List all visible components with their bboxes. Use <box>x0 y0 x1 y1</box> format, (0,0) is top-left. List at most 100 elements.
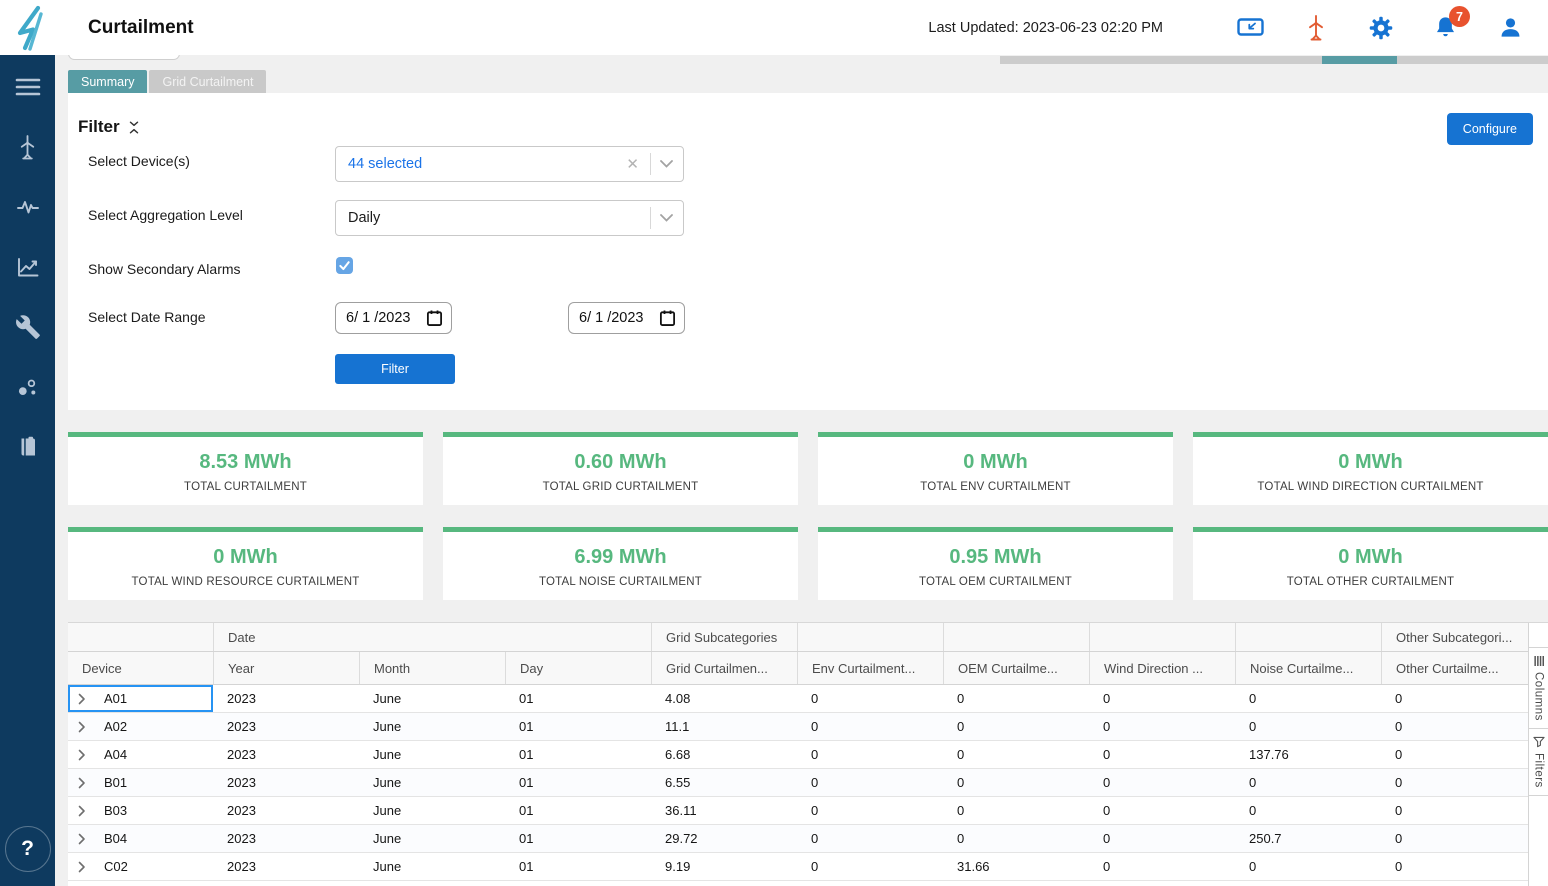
side-panel-tab-columns[interactable]: Columns <box>1529 647 1548 729</box>
table-cell[interactable]: 0 <box>811 775 819 790</box>
user-account-icon[interactable] <box>1497 14 1524 41</box>
table-cell[interactable]: 01 <box>519 691 534 706</box>
table-cell[interactable]: 0 <box>1249 803 1257 818</box>
table-cell[interactable]: 0 <box>957 775 965 790</box>
sidebar-item-turbines-icon[interactable] <box>14 133 42 161</box>
row-expand-chevron-icon[interactable] <box>78 861 86 873</box>
table-cell[interactable]: 0 <box>957 719 965 734</box>
table-cell[interactable]: 31.66 <box>957 859 990 874</box>
configure-button[interactable]: Configure <box>1446 113 1533 145</box>
collapse-unfold-icon[interactable] <box>127 120 141 135</box>
sidebar-item-scatter-dots-icon[interactable] <box>14 373 42 401</box>
table-cell[interactable]: 36.11 <box>665 803 697 818</box>
table-cell[interactable]: 2023 <box>227 775 256 790</box>
device-cell[interactable]: B03 <box>68 797 213 824</box>
table-cell[interactable]: 2023 <box>227 859 256 874</box>
sidebar-item-activity-pulse-icon[interactable] <box>14 193 42 221</box>
column-header-month[interactable]: Month <box>359 652 505 684</box>
table-cell[interactable]: 01 <box>519 775 534 790</box>
date-end-input[interactable]: 6/ 1 /2023 <box>568 302 685 334</box>
table-cell[interactable]: 2023 <box>227 831 256 846</box>
chevron-down-icon[interactable] <box>660 214 673 222</box>
table-cell[interactable]: 0 <box>957 803 965 818</box>
wind-turbine-icon[interactable] <box>1302 14 1329 41</box>
table-cell[interactable]: 0 <box>811 719 819 734</box>
sidebar-item-logbook-icon[interactable] <box>14 433 42 461</box>
table-cell[interactable]: 0 <box>1395 859 1403 874</box>
table-cell[interactable]: 01 <box>519 747 534 762</box>
table-cell[interactable]: June <box>373 803 402 818</box>
aggregation-select[interactable]: Daily <box>335 200 684 236</box>
row-expand-chevron-icon[interactable] <box>78 805 86 817</box>
column-header-oem-curtailme[interactable]: OEM Curtailme... <box>943 652 1089 684</box>
chevron-down-icon[interactable] <box>660 160 673 168</box>
table-cell[interactable]: 0 <box>1103 691 1111 706</box>
table-cell[interactable]: 0 <box>811 803 819 818</box>
device-cell[interactable]: A01 <box>68 685 213 712</box>
table-cell[interactable]: 01 <box>519 831 534 846</box>
column-header-device[interactable]: Device <box>82 660 122 676</box>
tab-grid-curtailment[interactable]: Grid Curtailment <box>149 70 267 93</box>
table-cell[interactable]: 0 <box>1395 691 1403 706</box>
table-cell[interactable]: 0 <box>1103 831 1111 846</box>
table-cell[interactable]: 0 <box>811 859 819 874</box>
table-row-a04[interactable]: A04 2023 June 01 6.68 0 0 0 137.76 0 <box>68 741 1528 769</box>
settings-gear-icon[interactable] <box>1367 14 1394 41</box>
table-cell[interactable]: June <box>373 691 402 706</box>
table-cell[interactable]: 6.68 <box>665 747 691 762</box>
device-cell[interactable]: A02 <box>68 713 213 740</box>
calendar-icon[interactable] <box>426 309 443 327</box>
table-cell[interactable]: 01 <box>519 803 534 818</box>
horizontal-scrollbar-thumb[interactable] <box>1322 56 1397 64</box>
table-cell[interactable]: 0 <box>1249 859 1257 874</box>
table-cell[interactable]: 0 <box>1395 747 1403 762</box>
table-cell[interactable]: June <box>373 775 402 790</box>
table-cell[interactable]: 0 <box>811 831 819 846</box>
table-cell[interactable]: 0 <box>1103 775 1111 790</box>
table-cell[interactable]: 0 <box>1395 831 1403 846</box>
table-cell[interactable]: 0 <box>1103 859 1111 874</box>
column-header-day[interactable]: Day <box>505 652 651 684</box>
table-cell[interactable]: 0 <box>1249 691 1257 706</box>
clear-selection-icon[interactable]: ✕ <box>626 156 639 173</box>
horizontal-scrollbar-track[interactable] <box>1000 56 1548 64</box>
device-cell[interactable]: B04 <box>68 825 213 852</box>
table-cell[interactable]: 2023 <box>227 803 256 818</box>
row-expand-chevron-icon[interactable] <box>78 833 86 845</box>
table-cell[interactable]: June <box>373 859 402 874</box>
menu-hamburger-icon[interactable] <box>14 73 42 101</box>
table-cell[interactable]: 0 <box>1249 775 1257 790</box>
table-cell[interactable]: 0 <box>811 747 819 762</box>
column-header-noise-curtailme[interactable]: Noise Curtailme... <box>1235 652 1381 684</box>
row-expand-chevron-icon[interactable] <box>78 693 86 705</box>
table-cell[interactable]: 0 <box>1103 747 1111 762</box>
table-cell[interactable]: 29.72 <box>665 831 698 846</box>
sidebar-item-tools-wrench-icon[interactable] <box>14 313 42 341</box>
table-cell[interactable]: 4.08 <box>665 691 691 706</box>
table-row-b03[interactable]: B03 2023 June 01 36.11 0 0 0 0 0 <box>68 797 1528 825</box>
table-cell[interactable]: 0 <box>1103 803 1111 818</box>
table-cell[interactable]: 2023 <box>227 691 256 706</box>
notifications-bell-icon[interactable]: 7 <box>1432 6 1470 41</box>
column-header-grid-curtailmen[interactable]: Grid Curtailmen... <box>651 652 797 684</box>
table-cell[interactable]: 250.7 <box>1249 831 1282 846</box>
table-cell[interactable]: 0 <box>811 691 819 706</box>
table-row-a01[interactable]: A01 2023 June 01 4.08 0 0 0 0 0 <box>68 685 1528 713</box>
table-cell[interactable]: 0 <box>1395 775 1403 790</box>
table-row-c02[interactable]: C02 2023 June 01 9.19 0 31.66 0 0 0 <box>68 853 1528 881</box>
sidebar-item-line-chart-icon[interactable] <box>14 253 42 281</box>
side-panel-tab-filters[interactable]: Filters <box>1529 729 1548 796</box>
tab-summary[interactable]: Summary <box>68 70 148 93</box>
display-cast-icon[interactable] <box>1237 14 1264 41</box>
table-cell[interactable]: 0 <box>1395 719 1403 734</box>
table-cell[interactable]: 6.55 <box>665 775 691 790</box>
row-expand-chevron-icon[interactable] <box>78 721 86 733</box>
column-header-year[interactable]: Year <box>213 652 359 684</box>
device-cell[interactable]: B01 <box>68 769 213 796</box>
table-cell[interactable]: 0 <box>1103 719 1111 734</box>
secondary-alarms-checkbox[interactable] <box>336 257 353 274</box>
row-expand-chevron-icon[interactable] <box>78 749 86 761</box>
table-row-a02[interactable]: A02 2023 June 01 11.1 0 0 0 0 0 <box>68 713 1528 741</box>
table-cell[interactable]: 0 <box>957 691 965 706</box>
table-row-b04[interactable]: B04 2023 June 01 29.72 0 0 0 250.7 0 <box>68 825 1528 853</box>
